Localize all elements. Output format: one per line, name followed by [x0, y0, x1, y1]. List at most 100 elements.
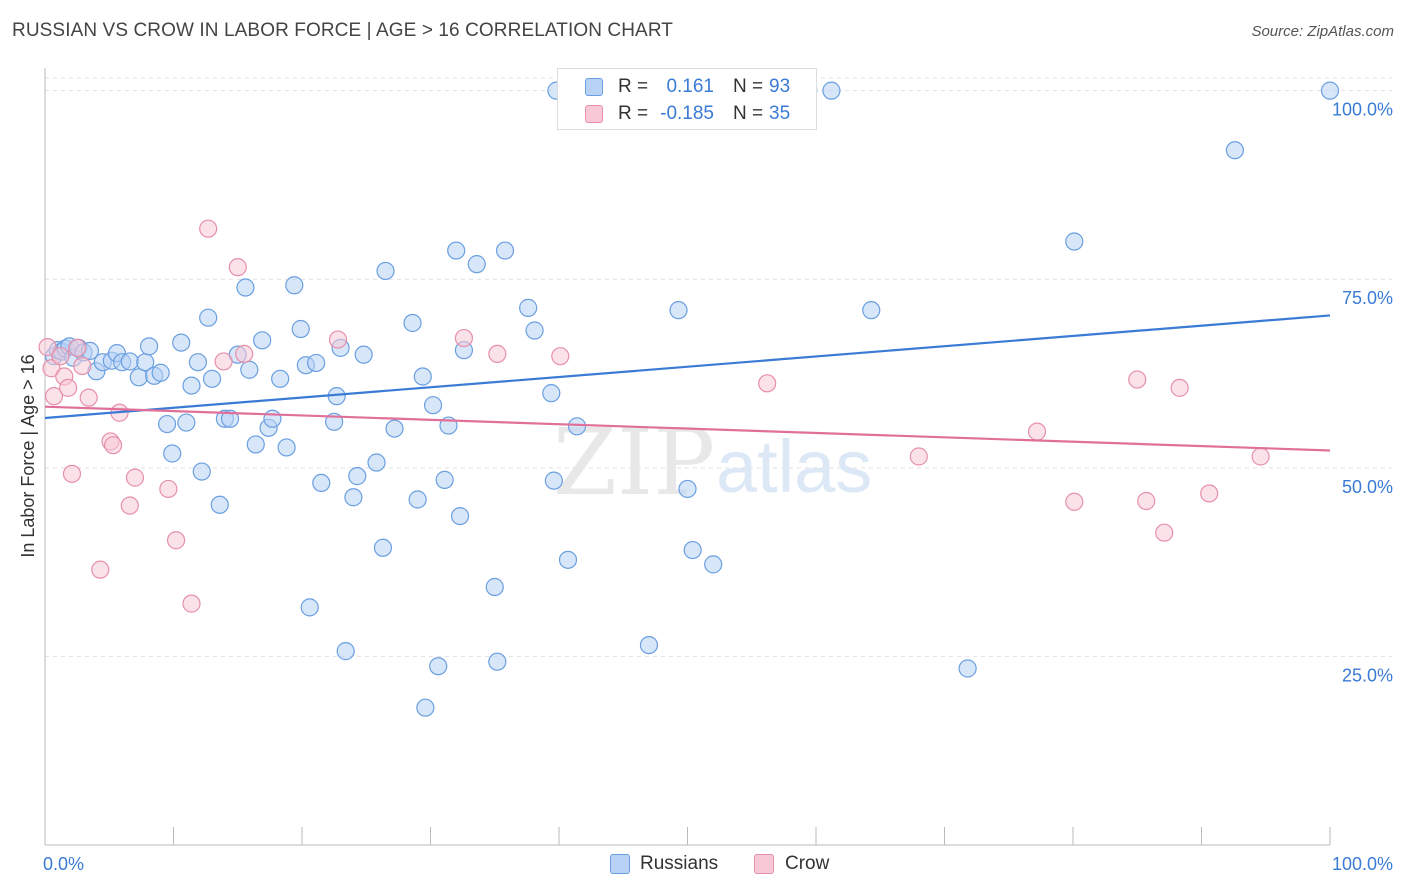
russians-point	[1225, 141, 1245, 160]
russians-point	[683, 540, 702, 560]
crow-point	[909, 447, 928, 466]
crow-point	[68, 338, 87, 357]
crow-swatch	[585, 105, 603, 123]
russians-point	[488, 652, 507, 671]
russians-point	[416, 698, 435, 717]
russians-point	[669, 301, 688, 320]
crow-point	[551, 347, 570, 366]
crow-point	[159, 479, 178, 499]
crow-r-value: -0.185	[660, 103, 714, 124]
crow-point	[104, 436, 123, 455]
r-label: R =	[618, 76, 649, 97]
crow-point	[235, 344, 254, 364]
russians-point	[291, 319, 310, 339]
y-tick-label: 50.0%	[1342, 477, 1393, 497]
russians-point	[373, 538, 393, 557]
crow-point	[454, 328, 474, 348]
crow-point	[1170, 378, 1189, 397]
russians-point	[300, 598, 319, 617]
russians-swatch	[585, 78, 603, 96]
n-label: N =	[733, 103, 764, 124]
russians-point	[403, 313, 422, 333]
russians-point	[558, 550, 578, 569]
russians-point	[129, 368, 148, 387]
crow-point	[228, 258, 247, 277]
russians-point	[822, 81, 841, 100]
russians-point	[271, 369, 290, 388]
russians-point	[1065, 232, 1084, 251]
russians-r-value: 0.161	[666, 76, 714, 97]
russians-point	[467, 255, 486, 274]
crow-point	[1128, 370, 1147, 389]
watermark-atlas: atlas	[716, 425, 872, 508]
russians-point	[285, 276, 304, 295]
crow-point	[488, 344, 507, 364]
russians-point	[172, 333, 191, 352]
legend-row-russians: R = 0.161 N = 93	[558, 73, 816, 101]
y-tick-label: 75.0%	[1342, 288, 1393, 308]
russians-point	[307, 353, 326, 373]
crow-point	[79, 388, 98, 407]
crow-point	[1155, 523, 1174, 542]
russians-point	[182, 376, 201, 395]
russians-point	[263, 409, 282, 428]
russians-point	[236, 278, 255, 297]
stats-legend: R = 0.161 N = 93 R = -0.185 N = 35	[557, 68, 817, 130]
russians-point	[544, 471, 563, 490]
n-label: N =	[733, 76, 764, 97]
russians-point	[240, 360, 259, 379]
crow-point	[38, 338, 57, 357]
r-label: R =	[618, 103, 649, 124]
crow-point	[1137, 491, 1156, 511]
russians-point	[246, 435, 265, 454]
russians-point	[639, 635, 659, 655]
crow-point	[51, 347, 70, 366]
crow-point	[758, 374, 777, 393]
russians-point	[429, 657, 448, 676]
russians-point	[157, 414, 177, 434]
axes	[44, 68, 1331, 846]
crow-point	[125, 468, 145, 487]
crow-point	[44, 387, 64, 406]
russians-point	[192, 462, 211, 481]
russians-point	[348, 467, 367, 486]
crow-legend-label: Crow	[785, 853, 830, 874]
crow-point	[328, 330, 348, 349]
russians-point	[862, 301, 881, 320]
crow-n-value: 35	[769, 103, 791, 124]
y-tick-label: 100.0%	[1332, 100, 1393, 120]
russians-trendline	[44, 314, 1331, 420]
russians-point	[519, 298, 538, 317]
crow-point	[166, 531, 186, 550]
y-tick-label: 25.0%	[1342, 665, 1393, 685]
russians-point	[958, 659, 977, 678]
russians-point	[423, 396, 443, 415]
russians-point	[344, 488, 363, 507]
russians-point	[1320, 81, 1340, 100]
russians-point	[567, 417, 587, 436]
russians-point	[678, 479, 697, 499]
russians-point	[450, 506, 470, 526]
crow-point	[91, 560, 110, 579]
russians-point	[408, 490, 427, 509]
y-axis-label: In Labor Force | Age > 16	[18, 354, 38, 557]
russians-point	[495, 241, 515, 260]
crow-point	[59, 378, 78, 397]
crow-trendline	[44, 405, 1331, 452]
tick-labels: 25.0% 50.0% 75.0% 100.0% 0.0% 100.0%	[43, 100, 1393, 874]
trend-lines	[44, 314, 1331, 452]
russians-point	[253, 331, 272, 350]
crow-point	[182, 594, 201, 613]
russians-point	[525, 321, 544, 340]
russians-point	[367, 453, 386, 472]
russians-point	[188, 353, 208, 372]
russians-point	[336, 642, 355, 661]
crow-point	[1027, 422, 1047, 441]
russians-point	[376, 261, 395, 281]
series-legend: Russians Crow	[0, 852, 1406, 878]
russians-legend-label: Russians	[640, 853, 719, 874]
russians-point	[202, 369, 222, 388]
crow-point	[199, 219, 218, 238]
crow-point	[73, 356, 92, 376]
